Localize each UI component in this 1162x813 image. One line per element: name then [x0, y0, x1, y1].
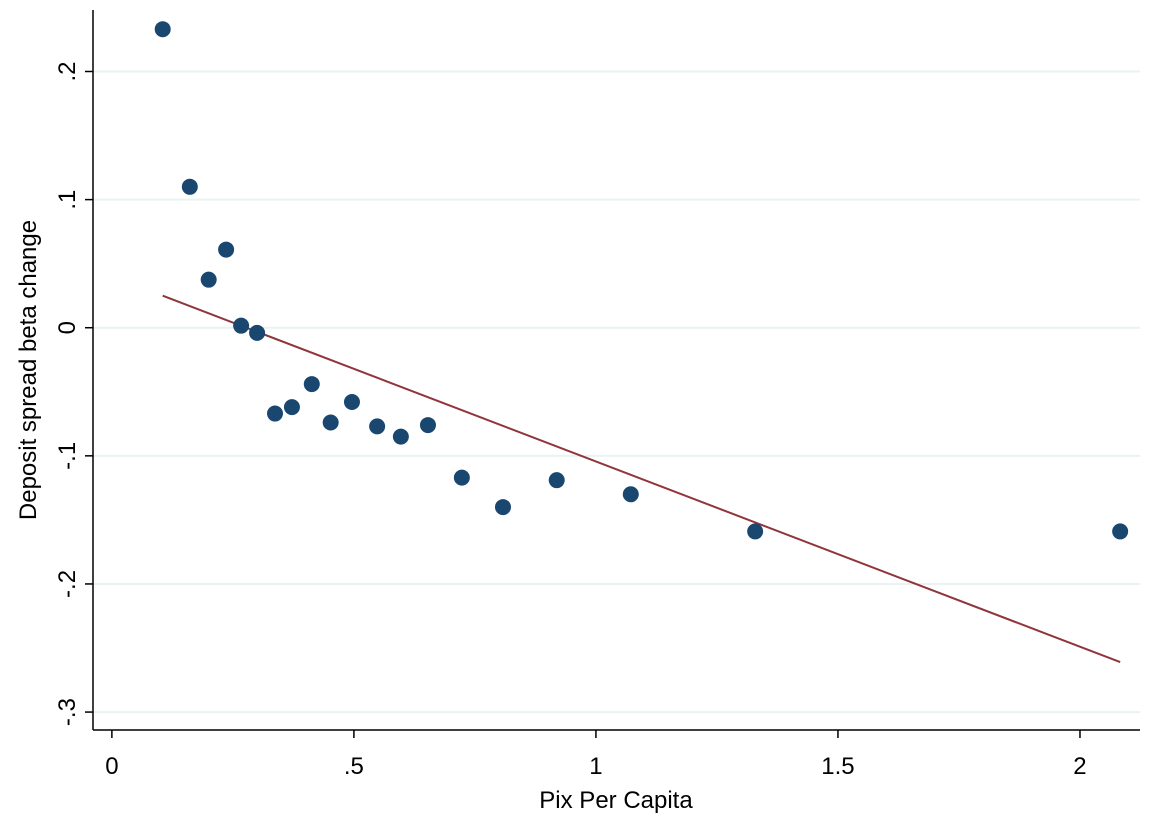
x-tick-label: 1.5: [821, 753, 854, 780]
y-tick-label: -.1: [54, 442, 81, 470]
point: [494, 499, 511, 516]
point: [233, 317, 250, 334]
point: [453, 469, 470, 486]
point: [747, 523, 764, 540]
y-tick-label: 0: [54, 321, 81, 334]
point: [548, 472, 565, 489]
point: [181, 178, 198, 195]
point: [322, 414, 339, 431]
x-tick-label: .5: [344, 753, 364, 780]
point: [1112, 523, 1129, 540]
y-axis-label: Deposit spread beta change: [15, 220, 42, 520]
point: [267, 405, 284, 422]
point: [249, 324, 266, 341]
y-tick-label: .1: [54, 190, 81, 210]
y-tick-label: -.2: [54, 570, 81, 598]
y-tick-label: -.3: [54, 698, 81, 726]
point: [369, 418, 386, 435]
point: [200, 271, 217, 288]
point: [154, 21, 171, 38]
y-tick-label: .2: [54, 61, 81, 81]
fit-line: [162, 294, 1121, 664]
point: [343, 394, 360, 411]
x-tick-label: 2: [1073, 753, 1086, 780]
point: [622, 486, 639, 503]
point: [392, 428, 409, 445]
point: [419, 417, 436, 434]
point: [283, 399, 300, 416]
point: [218, 241, 235, 258]
point: [303, 376, 320, 393]
x-tick-label: 1: [589, 753, 602, 780]
x-axis-label: Pix Per Capita: [539, 787, 693, 813]
x-tick-label: 0: [105, 753, 118, 780]
